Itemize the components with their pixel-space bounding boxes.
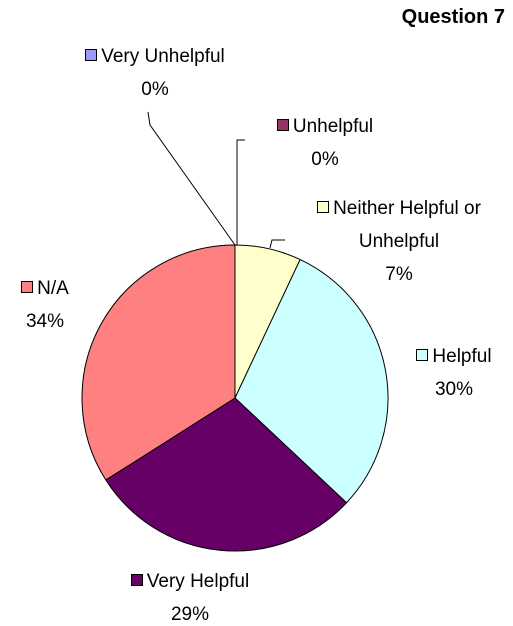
slice-label: N/A 34% xyxy=(10,272,80,338)
slice-label: Very Helpful 29% xyxy=(105,565,275,626)
legend-swatch xyxy=(416,349,429,361)
leader-line xyxy=(269,239,285,249)
slice-label: Very Unhelpful 0% xyxy=(50,40,260,106)
leader-line xyxy=(147,111,236,246)
slice-label: Unhelpful 0% xyxy=(250,110,400,176)
legend-swatch xyxy=(85,49,98,61)
value-label: 0% xyxy=(141,79,169,100)
category-label: N/A xyxy=(37,278,69,299)
slice-label: Neither Helpful or Unhelpful 7% xyxy=(285,192,513,291)
pie-slice xyxy=(105,397,348,552)
legend-swatch xyxy=(21,281,34,293)
legend-swatch xyxy=(130,574,143,586)
leader-line xyxy=(236,139,245,245)
category-label: Unhelpful xyxy=(292,116,374,137)
value-label: 34% xyxy=(25,311,65,332)
value-label: 29% xyxy=(170,604,210,625)
chart-title: Question 7 xyxy=(401,6,505,28)
value-label: 0% xyxy=(311,149,339,170)
slice-label: Helpful 30% xyxy=(395,340,513,406)
category-label: Very Helpful xyxy=(146,571,250,592)
legend-swatch xyxy=(276,119,289,131)
pie-slice xyxy=(81,244,236,481)
slices xyxy=(81,244,389,552)
value-label: 30% xyxy=(434,379,474,400)
category-label: Helpful xyxy=(432,346,492,367)
legend-swatch xyxy=(317,201,330,213)
category-label: Very Unhelpful xyxy=(101,46,225,67)
value-label: 7% xyxy=(385,264,413,285)
pie-slice xyxy=(234,258,389,504)
category-label: Neither Helpful or Unhelpful xyxy=(333,198,481,252)
